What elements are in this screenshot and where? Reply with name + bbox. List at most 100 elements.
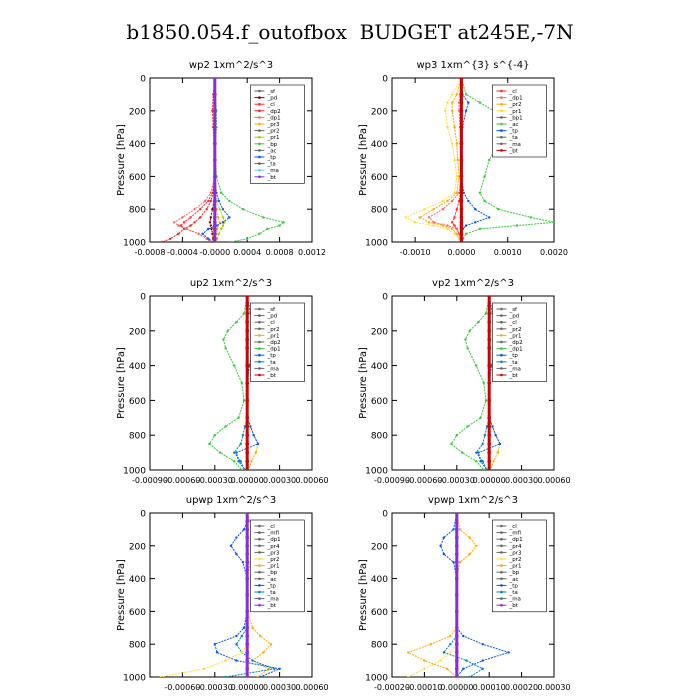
data-point xyxy=(240,381,243,385)
data-point xyxy=(429,643,433,646)
legend-marker xyxy=(258,129,261,132)
data-point xyxy=(235,320,238,324)
legend-entry: _ta xyxy=(266,360,275,366)
legend-marker xyxy=(258,307,261,311)
data-point xyxy=(487,320,492,324)
legend-marker xyxy=(500,360,503,364)
legend-marker xyxy=(258,327,261,331)
data-point xyxy=(439,659,442,662)
y-axis-label: Pressure [hPa] xyxy=(116,559,127,631)
data-point xyxy=(507,651,510,654)
legend-marker xyxy=(500,135,503,139)
legend-entry: _ma xyxy=(266,597,278,603)
chart-panel-5: upwp 1xm^2/s^3 Pressure [hPa] 0 200 400 600 80… xyxy=(116,495,329,692)
data-point xyxy=(487,442,492,446)
data-point xyxy=(455,434,458,437)
series-group xyxy=(208,296,265,470)
legend-entry: _cl xyxy=(266,524,275,530)
data-point xyxy=(213,220,217,225)
data-point xyxy=(254,451,258,454)
data-point xyxy=(240,651,243,654)
data-point xyxy=(182,221,186,224)
data-point xyxy=(245,535,249,540)
data-point xyxy=(455,93,458,96)
data-point xyxy=(488,158,491,162)
data-point xyxy=(245,320,249,324)
y-tick-label: 1000 xyxy=(365,467,388,477)
data-point xyxy=(459,109,464,113)
data-point xyxy=(209,224,212,227)
y-tick-label: 400 xyxy=(129,362,146,372)
data-point xyxy=(457,199,461,203)
data-point xyxy=(467,199,470,203)
legend-marker xyxy=(500,564,503,567)
legend-marker xyxy=(258,314,261,317)
data-point xyxy=(245,450,249,455)
legend-entry: _pr3 xyxy=(508,550,522,556)
data-point xyxy=(455,634,459,638)
chart-title: vp2 1xm^2/s^3 xyxy=(432,278,514,289)
y-tick-label: 1000 xyxy=(365,674,388,684)
data-point xyxy=(462,191,465,194)
legend-entry: _pr1 xyxy=(508,333,521,339)
data-point xyxy=(245,552,249,556)
legend-entry: _ac xyxy=(266,577,276,583)
data-point xyxy=(213,191,217,195)
data-point xyxy=(455,544,459,548)
legend-marker xyxy=(258,149,261,152)
legend-entry: _dp1 xyxy=(266,115,280,121)
data-point xyxy=(455,175,458,178)
y-tick-label: 400 xyxy=(371,362,388,372)
legend-entry: _pr1 xyxy=(266,135,279,141)
chart-panel-6: vpwp 1xm^2/s^3 Pressure [hPa] 0 200 400 600 80… xyxy=(358,495,571,692)
y-tick-label: 800 xyxy=(129,206,146,216)
plot-frame xyxy=(391,295,555,471)
x-tick-label: 0.0004 xyxy=(233,248,261,257)
data-point xyxy=(455,642,459,646)
x-tick-label: -0.0010 xyxy=(400,248,431,257)
data-point xyxy=(245,296,249,298)
data-point xyxy=(217,232,221,235)
x-tick-label: 0.00030 xyxy=(263,683,296,692)
data-point xyxy=(458,561,462,564)
legend-entry: _pr3 xyxy=(266,122,280,128)
y-tick-label: 200 xyxy=(129,327,146,337)
y-tick-label: 600 xyxy=(129,608,146,618)
data-point xyxy=(455,658,459,663)
y-tick-label: 1000 xyxy=(123,239,146,249)
legend-marker xyxy=(500,603,503,607)
data-point xyxy=(459,199,464,203)
data-point xyxy=(245,626,249,630)
data-point xyxy=(446,101,449,104)
data-point xyxy=(450,142,454,145)
data-point xyxy=(461,451,464,454)
data-point xyxy=(221,224,225,227)
legend-marker xyxy=(258,597,261,600)
data-point xyxy=(245,609,249,614)
data-point xyxy=(456,158,459,162)
data-point xyxy=(432,221,435,224)
data-point xyxy=(221,208,225,211)
data-point xyxy=(455,576,459,581)
y-tick-label: 400 xyxy=(371,575,388,585)
y-tick-label: 0 xyxy=(382,510,388,520)
data-point xyxy=(487,381,492,385)
y-tick-label: 400 xyxy=(129,140,146,150)
data-point xyxy=(258,675,262,677)
data-point xyxy=(251,626,254,629)
data-point xyxy=(453,126,456,129)
data-point xyxy=(189,216,192,219)
legend-entry: _tp xyxy=(508,129,518,135)
legend-marker xyxy=(500,353,503,357)
data-point xyxy=(239,460,242,463)
data-point xyxy=(459,220,464,225)
data-point xyxy=(221,216,225,219)
data-point xyxy=(455,593,459,597)
data-point xyxy=(245,433,249,438)
data-point xyxy=(229,544,233,547)
y-tick-label: 600 xyxy=(371,397,388,407)
data-point xyxy=(242,312,246,315)
data-point xyxy=(452,561,455,564)
chart-title: wp3 1xm^{3} s^{-4} xyxy=(416,60,529,71)
legend-entry: _bt xyxy=(266,603,276,609)
